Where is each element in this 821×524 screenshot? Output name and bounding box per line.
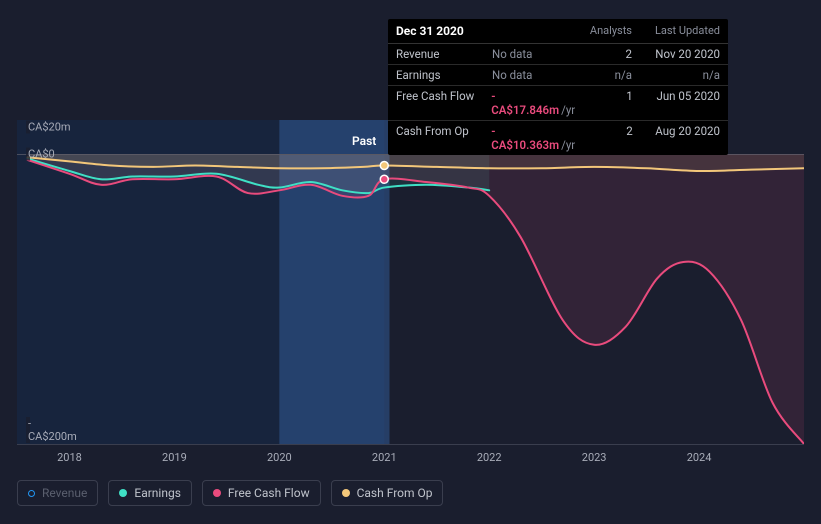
chart-svg <box>17 120 804 444</box>
legend-label: Earnings <box>134 486 181 500</box>
y-axis-label: -CA$200m <box>26 417 30 443</box>
legend-toggle-fcf[interactable]: Free Cash Flow <box>202 480 321 506</box>
x-axis: 2018 2019 2020 2021 2022 2023 2024 <box>17 444 804 464</box>
legend-toggle-earnings[interactable]: Earnings <box>108 480 192 506</box>
hover-marker <box>380 175 388 183</box>
tooltip-metric-value: -CA$10.363m/yr <box>491 124 575 152</box>
y-axis-label: CA$20m <box>26 120 30 133</box>
tooltip-metric-value: No data <box>492 68 574 82</box>
legend-toggle-cfo[interactable]: Cash From Op <box>331 480 444 506</box>
legend-label: Cash From Op <box>357 486 433 500</box>
legend-label: Revenue <box>42 486 87 500</box>
x-axis-tick: 2019 <box>162 451 187 464</box>
tooltip-col-updated: Last Updated <box>640 24 720 38</box>
tooltip-metric-value: -CA$17.846m/yr <box>491 89 575 117</box>
tooltip-analysts: 1 <box>583 89 633 103</box>
x-axis-tick: 2018 <box>57 451 82 464</box>
tooltip-metric-value: No data <box>492 47 574 61</box>
x-axis-tick: 2020 <box>267 451 292 464</box>
tooltip-date: Dec 31 2020 <box>396 24 574 38</box>
tooltip-row: Cash From Op -CA$10.363m/yr 2 Aug 20 202… <box>388 121 728 155</box>
x-axis-tick: 2023 <box>582 451 607 464</box>
tooltip-updated: Aug 20 2020 <box>641 124 720 138</box>
chart-area[interactable]: CA$20mCA$0-CA$200m <box>17 120 804 470</box>
legend-swatch <box>119 489 127 497</box>
legend: Revenue Earnings Free Cash Flow Cash From O… <box>17 480 443 506</box>
tooltip-updated: Jun 05 2020 <box>641 89 720 103</box>
tooltip-col-analysts: Analysts <box>582 24 632 38</box>
x-axis-tick: 2024 <box>687 451 712 464</box>
tooltip-analysts: 2 <box>583 124 633 138</box>
legend-swatch <box>342 489 350 497</box>
legend-toggle-revenue[interactable]: Revenue <box>17 480 98 506</box>
tooltip-row: Free Cash Flow -CA$17.846m/yr 1 Jun 05 2… <box>388 86 728 121</box>
tooltip-analysts: n/a <box>582 68 632 82</box>
hover-tooltip: Dec 31 2020 Analysts Last Updated Revenu… <box>388 19 728 155</box>
tooltip-analysts: 2 <box>582 47 632 61</box>
legend-label: Free Cash Flow <box>228 486 310 500</box>
hover-marker <box>380 161 388 169</box>
tooltip-metric-label: Earnings <box>396 68 484 82</box>
legend-swatch <box>213 489 221 497</box>
x-axis-tick: 2022 <box>477 451 502 464</box>
tooltip-row: Earnings No data n/a n/a <box>388 65 728 86</box>
past-label: Past <box>17 134 384 154</box>
tooltip-metric-label: Revenue <box>396 47 484 61</box>
tooltip-metric-label: Cash From Op <box>396 124 483 138</box>
tooltip-metric-label: Free Cash Flow <box>396 89 483 103</box>
tooltip-row: Revenue No data 2 Nov 20 2020 <box>388 44 728 65</box>
legend-swatch <box>28 490 35 497</box>
tooltip-updated: Nov 20 2020 <box>640 47 720 61</box>
tooltip-updated: n/a <box>640 68 720 82</box>
x-axis-tick: 2021 <box>372 451 397 464</box>
